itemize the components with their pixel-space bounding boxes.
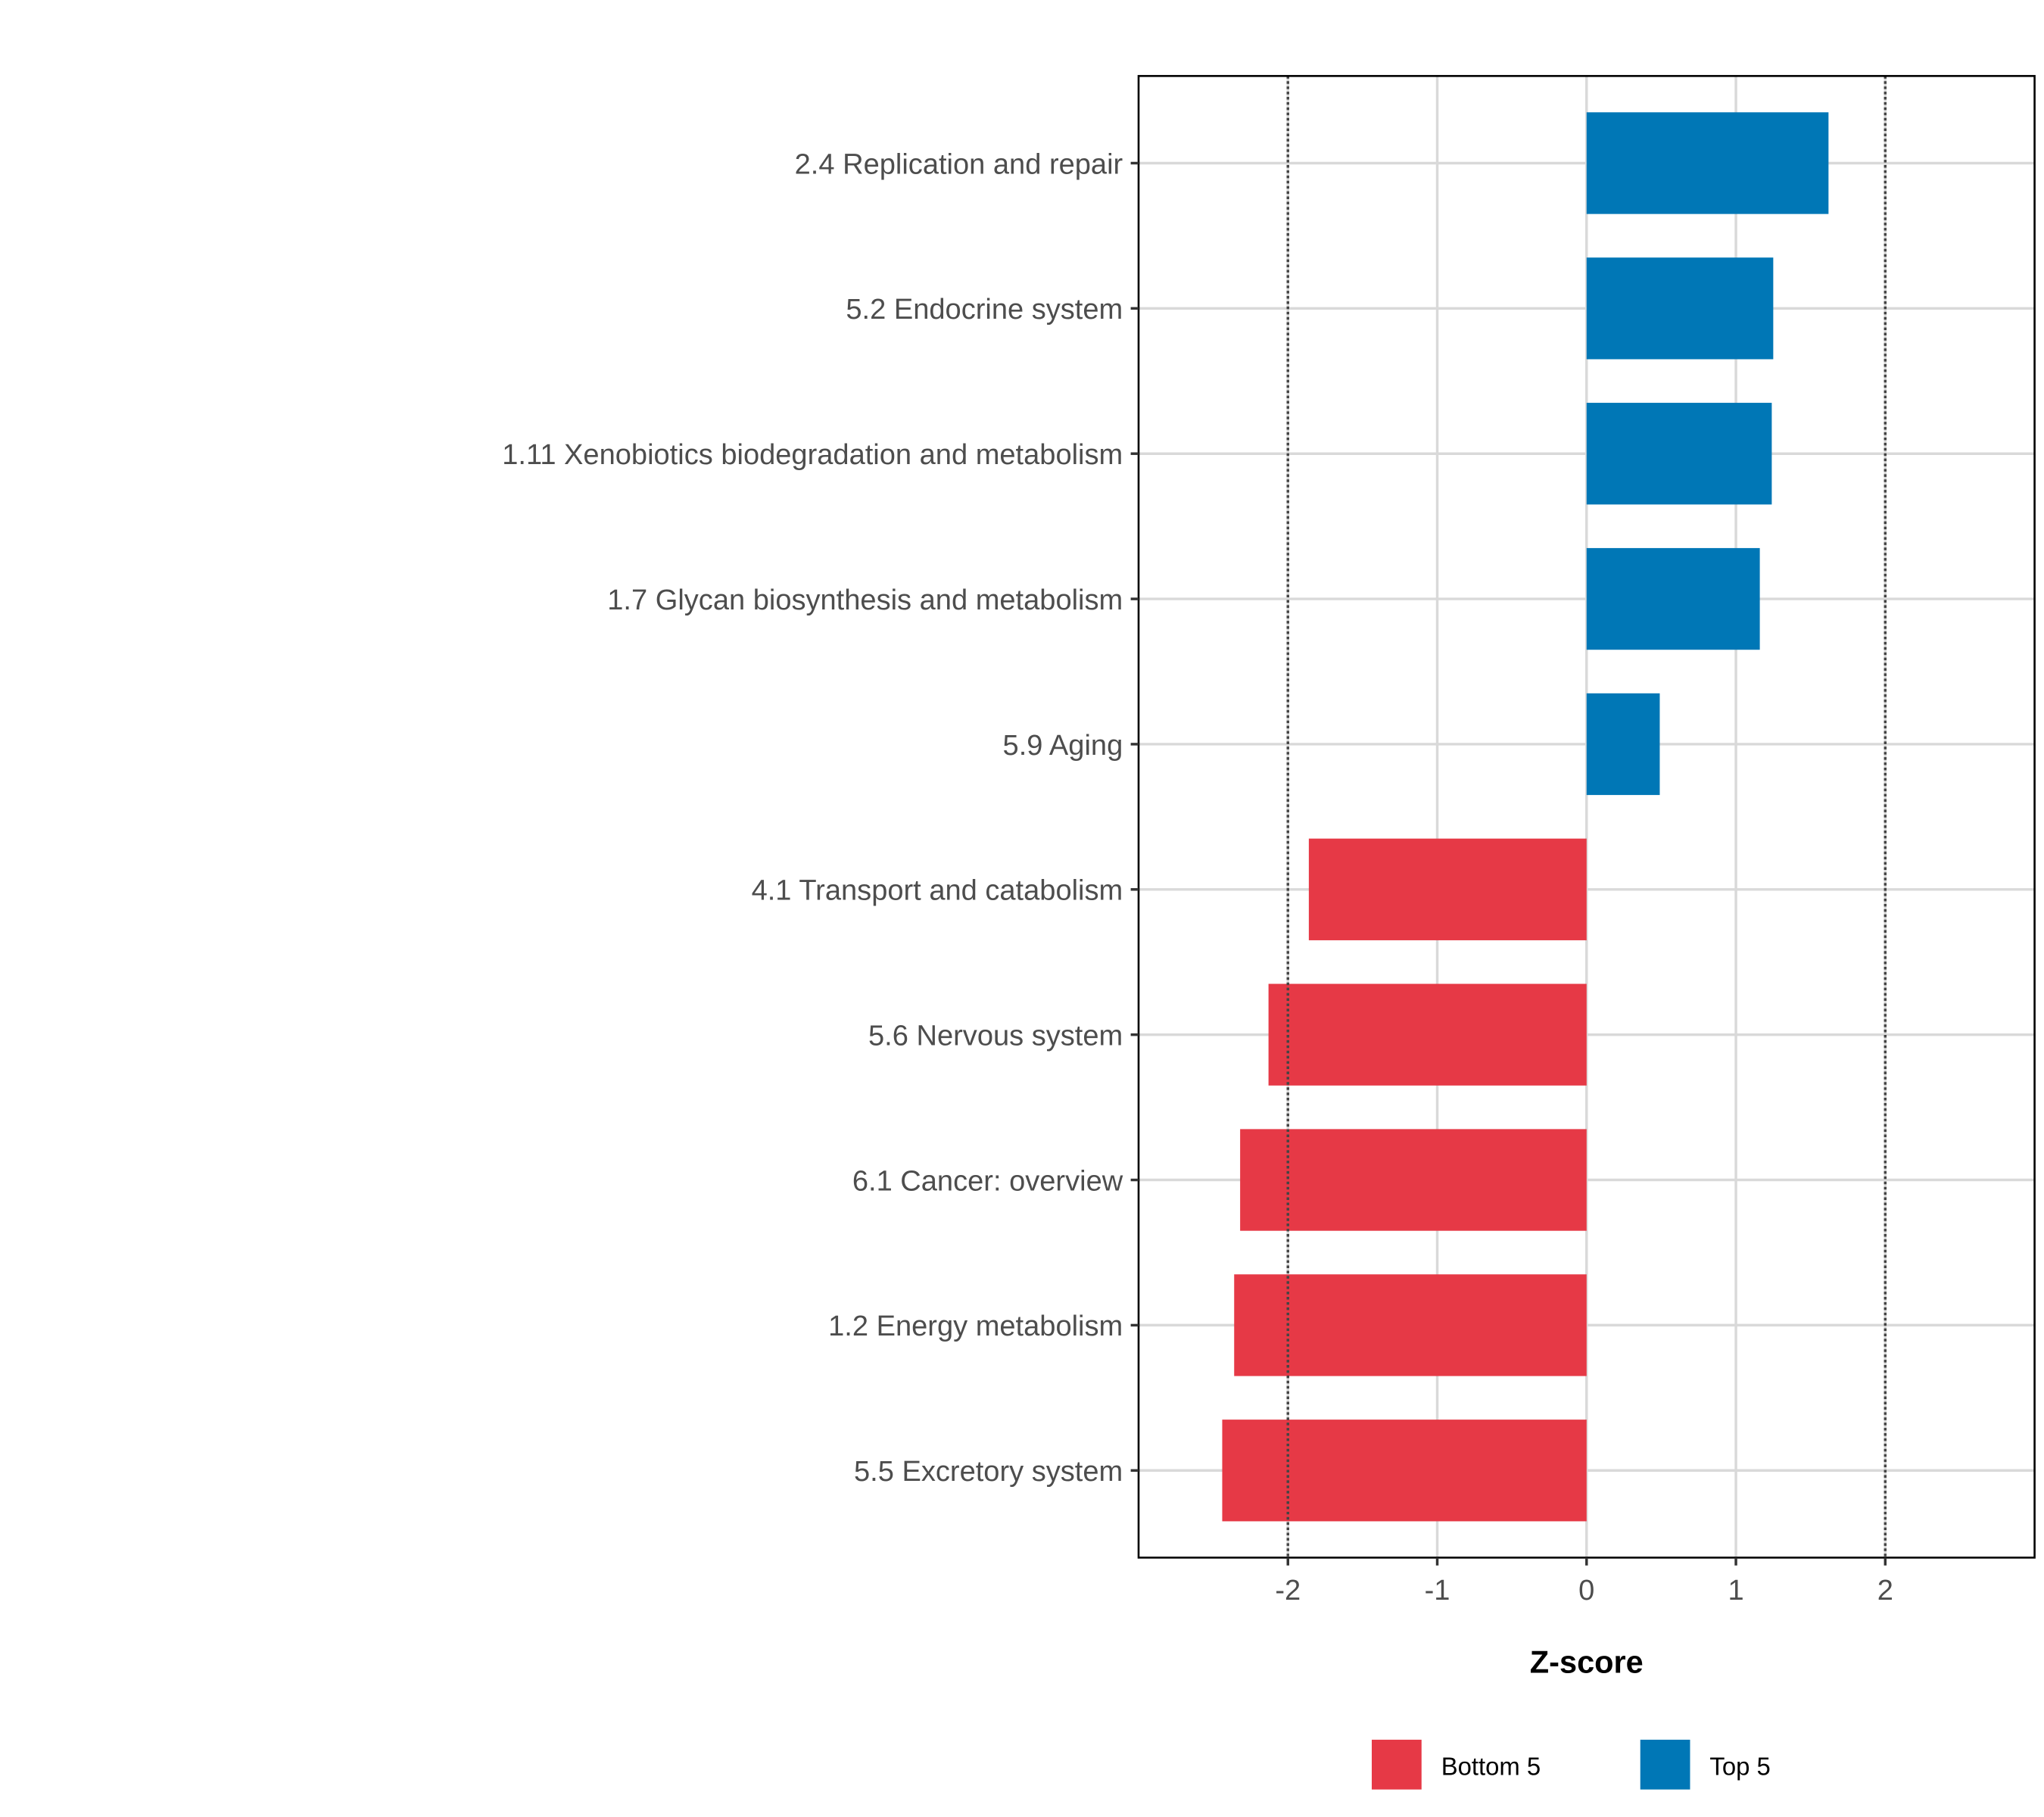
bar-8	[1240, 1129, 1587, 1231]
x-tick-label: 1	[1728, 1575, 1743, 1607]
bar-2	[1586, 257, 1774, 360]
y-tick-label: 1.2 Energy metabolism	[828, 1311, 1123, 1342]
x-tick-label: -1	[1425, 1575, 1450, 1607]
bar-7	[1268, 983, 1587, 1086]
y-tick-label: 5.2 Endocrine system	[846, 294, 1123, 326]
legend-label: Top 5	[1709, 1753, 1770, 1781]
legend: Bottom 5 Top 5	[1372, 1739, 1771, 1790]
x-tick-label: -2	[1275, 1575, 1301, 1607]
x-tick-label: 0	[1578, 1575, 1594, 1607]
reference-lines	[1286, 76, 1887, 1558]
y-tick-label: 4.1 Transport and catabolism	[752, 875, 1123, 907]
x-tick-label: 2	[1877, 1575, 1893, 1607]
x-axis-title: Z-score	[1530, 1644, 1644, 1680]
bar-5	[1586, 693, 1660, 796]
legend-swatch	[1640, 1739, 1690, 1790]
bar-1	[1586, 112, 1829, 214]
bar-9	[1234, 1274, 1587, 1376]
y-tick-label: 2.4 Replication and repair	[795, 148, 1123, 180]
y-tick-label: 1.11 Xenobiotics biodegradation and meta…	[502, 439, 1123, 471]
bars	[1222, 112, 1829, 1522]
y-tick-label: 5.9 Aging	[1003, 730, 1123, 762]
y-tick-label: 5.6 Nervous system	[868, 1021, 1123, 1052]
y-axis: 2.4 Replication and repair 5.2 Endocrine …	[502, 148, 1139, 1488]
y-tick-label: 1.7 Glycan biosynthesis and metabolism	[607, 584, 1123, 616]
legend-label: Bottom 5	[1441, 1753, 1541, 1781]
y-tick-label: 5.5 Excretory system	[854, 1456, 1123, 1488]
legend-swatch	[1372, 1739, 1422, 1790]
bar-6	[1308, 838, 1587, 940]
x-axis: -2 -1 0 1 2	[1275, 1557, 1893, 1607]
bar-4	[1586, 547, 1760, 650]
bar-3	[1586, 403, 1772, 505]
bar-10	[1222, 1420, 1587, 1522]
y-tick-label: 6.1 Cancer: overview	[852, 1165, 1123, 1197]
